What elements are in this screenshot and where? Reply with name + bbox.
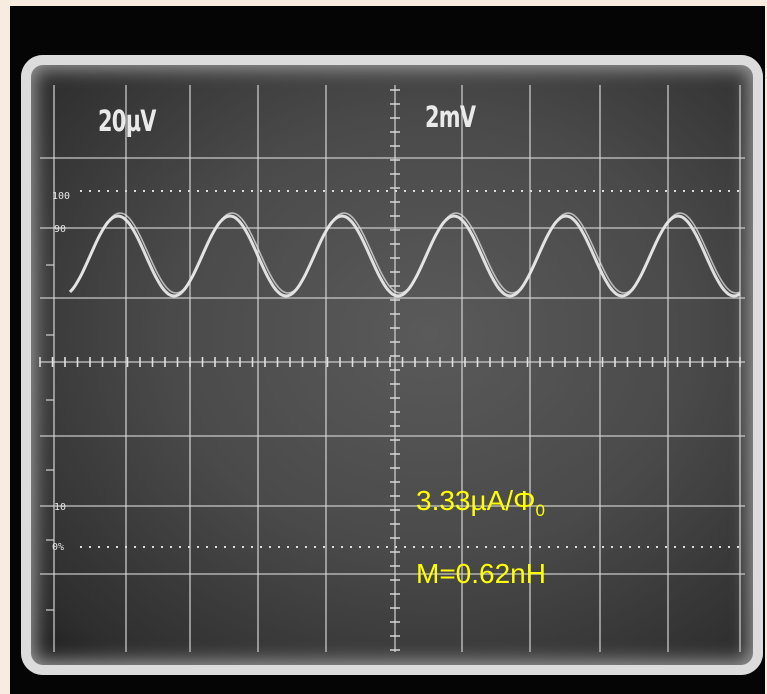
channel-1-scale: 20µV [98,104,156,138]
marker-90: 90 [54,224,67,235]
mutual-inductance: M=0.62nH [416,558,546,589]
graticule-and-trace [39,85,745,652]
channel-2-scale: 2mV [425,100,476,134]
marker-10: 10 [54,502,67,513]
marker-100: 100 [52,191,71,202]
marker-0-percent: 0% [52,542,65,553]
current-per-flux-quantum: 3.33µA/Φ0 [416,485,545,520]
flux-quantum-subscript: 0 [535,501,545,520]
waveform-trace [68,214,741,298]
waveform-trace-shadow [69,212,741,294]
current-per-flux-quantum-value: 3.33µA/Φ [416,485,536,516]
